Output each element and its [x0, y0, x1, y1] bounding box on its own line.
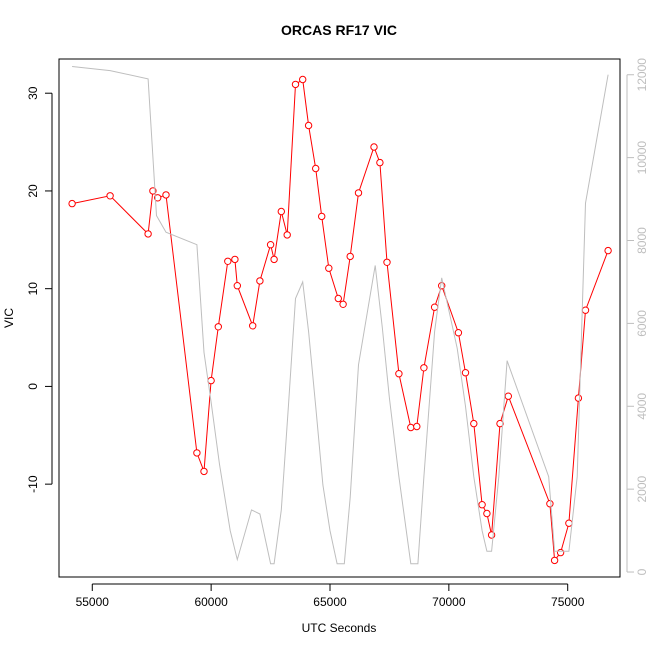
y2-tick-label: 6000 — [635, 310, 649, 337]
vic-data-point — [370, 143, 378, 151]
y2-tick-label: 4000 — [635, 393, 649, 420]
vic-data-point — [266, 241, 275, 249]
vic-data-point — [546, 500, 554, 508]
vic-data-point — [556, 548, 565, 557]
vic-data-point — [256, 277, 264, 285]
vic-data-point — [346, 252, 354, 261]
y-tick-label: 10 — [26, 282, 40, 296]
vic-data-point — [383, 258, 391, 266]
vic-data-point — [454, 329, 463, 337]
x-tick-label: 60000 — [194, 595, 228, 609]
vic-data-point — [318, 212, 326, 221]
vic-data-point — [574, 394, 583, 402]
vic-data-point — [496, 419, 504, 428]
vic-data-point — [504, 392, 512, 400]
right-axis-series-line — [72, 66, 609, 565]
y-axis-label: VIC — [2, 308, 16, 328]
vic-data-point — [312, 164, 320, 173]
vic-data-point — [162, 191, 170, 199]
vic-data-point — [483, 509, 491, 518]
vic-data-point — [68, 199, 76, 208]
vic-data-point — [581, 306, 590, 314]
series — [68, 66, 612, 565]
vic-data-point — [420, 364, 428, 372]
x-tick-label: 55000 — [76, 595, 110, 609]
vic-data-point — [200, 467, 208, 476]
vic-data-point — [604, 246, 612, 255]
vic-data-point — [470, 419, 478, 428]
y2-tick-label: 12000 — [635, 58, 649, 92]
y2-tick-label: 10000 — [635, 141, 649, 175]
vic-data-point — [270, 255, 278, 264]
y2-tick-label: 0 — [635, 568, 649, 575]
vic-data-point — [224, 257, 232, 265]
vic-data-point — [207, 376, 215, 385]
x-tick-label: 70000 — [432, 595, 466, 609]
vic-data-point — [299, 75, 307, 84]
vic-data-point — [430, 303, 439, 311]
vic-data-point — [144, 230, 152, 238]
y2-tick-label: 2000 — [635, 475, 649, 502]
x-tick-label: 75000 — [551, 595, 585, 609]
vic-data-point — [407, 423, 415, 432]
vic-data-point — [478, 501, 486, 509]
vic-data-point — [291, 80, 300, 89]
vic-data-point — [339, 300, 347, 308]
plot-frame — [58, 58, 621, 578]
vic-data-point — [304, 121, 313, 130]
vic-data-point — [334, 294, 342, 303]
vic-data-point — [461, 369, 470, 377]
vic-data-point — [325, 264, 333, 272]
vic-data-point — [231, 255, 239, 264]
vic-data-point — [193, 449, 201, 457]
chart-title: ORCAS RF17 VIC — [281, 22, 397, 38]
y-tick-label: 0 — [26, 383, 40, 390]
vic-data-point — [565, 519, 573, 527]
vic-data-point — [376, 158, 384, 167]
vic-data-point — [154, 194, 162, 202]
vic-data-point — [277, 207, 285, 216]
vic-data-point — [249, 322, 257, 330]
axes: 55000 60000 65000 70000 75000 -10 0 10 20 30 0 2000… — [26, 58, 649, 609]
y-tick-label: 30 — [26, 86, 40, 100]
vic-data-point — [233, 282, 242, 290]
y-tick-label: 20 — [26, 184, 40, 198]
y2-tick-label: 8000 — [635, 227, 649, 254]
vic-data-point — [354, 189, 363, 197]
vic-data-point — [214, 323, 223, 331]
x-axis-label: UTC Seconds — [302, 621, 377, 635]
vic-data-point — [283, 231, 291, 239]
vic-data-point — [413, 422, 421, 431]
vic-data-point — [106, 192, 114, 200]
y-tick-label: -10 — [26, 475, 40, 493]
x-tick-label: 65000 — [313, 595, 347, 609]
vic-data-point — [550, 556, 559, 565]
vic-data-point — [395, 370, 403, 378]
